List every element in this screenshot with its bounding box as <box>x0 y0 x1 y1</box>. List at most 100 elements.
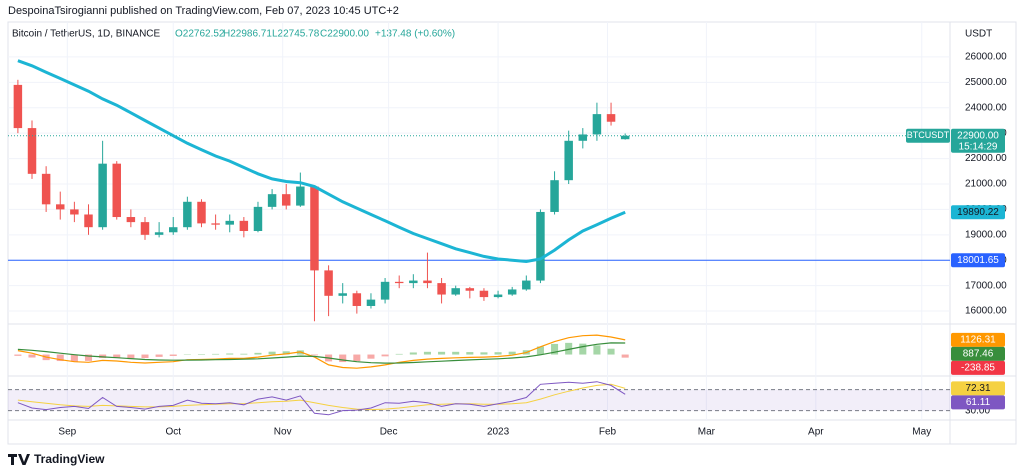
candle-body <box>126 217 136 223</box>
histogram-bar <box>395 353 403 355</box>
x-tick-label: 2023 <box>487 427 510 438</box>
histogram-bar <box>127 354 135 359</box>
histogram-bar <box>268 351 276 355</box>
moving-average <box>17 59 626 264</box>
histogram-bar <box>113 354 121 358</box>
candle-body <box>225 220 234 225</box>
candle-body <box>352 293 362 306</box>
macd-line <box>17 342 626 364</box>
histogram-bar <box>438 351 446 355</box>
histogram-bar <box>84 354 93 361</box>
candle-body <box>84 214 93 228</box>
brand: TradingView <box>34 452 105 466</box>
candle-body <box>338 293 347 296</box>
candle-body <box>211 223 220 225</box>
hline-label: 18001.65 <box>957 255 999 266</box>
candle-body <box>522 280 531 290</box>
candle-body <box>620 135 630 140</box>
y-tick-label: 25000.00 <box>965 77 1007 88</box>
symbol: Bitcoin / TetherUS, 1D, BINANCE <box>12 29 161 40</box>
histogram-bar <box>212 353 220 355</box>
rsi-label: 61.11 <box>966 397 991 408</box>
hline-label-bg <box>951 253 1005 268</box>
histogram-bar <box>494 352 502 355</box>
macd-label-bg <box>951 346 1005 361</box>
histogram-bar <box>466 352 474 355</box>
candle-body <box>380 281 390 300</box>
macd-label: -238.85 <box>961 363 995 374</box>
candle-body <box>507 289 517 295</box>
candle-body <box>451 288 460 295</box>
candle-body <box>606 114 616 122</box>
macd-label: 887.46 <box>963 349 994 360</box>
y-tick-label: 22000.00 <box>965 153 1007 164</box>
ma-label: 19890.22 <box>957 207 999 218</box>
y-tick-label: 26000.00 <box>965 52 1007 63</box>
candle-body <box>253 206 263 232</box>
histogram-bar <box>155 354 163 357</box>
x-tick-label: Mar <box>698 427 716 438</box>
histogram-bar <box>70 354 78 362</box>
symbol-bg <box>906 128 950 143</box>
candle-body <box>183 201 192 228</box>
y-tick-label: 19000.00 <box>965 229 1007 240</box>
rsi-label-bg <box>951 381 1005 396</box>
x-tick-label: Sep <box>58 427 76 438</box>
macd-label-bg <box>951 332 1005 347</box>
histogram-bar <box>452 351 460 355</box>
rsi-line <box>17 381 626 416</box>
logo-mark <box>8 454 30 465</box>
y-tick-label: 21000.00 <box>965 179 1007 190</box>
candle-body <box>578 134 588 141</box>
candle-body <box>423 280 432 284</box>
histogram-bar <box>240 353 248 355</box>
rsi-line <box>17 383 626 411</box>
candle-body <box>409 280 418 284</box>
histogram-bar <box>310 354 318 356</box>
histogram-bar <box>508 351 516 355</box>
histogram-bar <box>28 354 36 358</box>
last-price-bg <box>951 128 1005 153</box>
histogram-bar <box>579 343 587 355</box>
histogram-bar <box>254 352 262 355</box>
x-tick-label: Dec <box>380 427 398 438</box>
logo[interactable]: TradingView <box>8 452 105 466</box>
candle-body <box>296 186 305 206</box>
macd-label: 1126.31 <box>960 335 996 346</box>
y-tick-label: 16000.00 <box>965 306 1007 317</box>
histogram-bar <box>197 354 206 355</box>
candle-body <box>267 194 277 207</box>
ohlc-close: C22900.00 <box>320 29 369 40</box>
histogram-bar <box>56 354 64 362</box>
candle-body <box>493 294 503 298</box>
candle-body <box>465 288 475 291</box>
x-tick-label: Feb <box>599 427 617 438</box>
x-tick-label: Nov <box>274 427 292 438</box>
histogram-bar <box>480 352 488 355</box>
ma-label-bg <box>951 205 1005 220</box>
candle-body <box>239 220 249 232</box>
histogram-bar <box>565 342 573 355</box>
histogram-bar <box>593 345 601 355</box>
candle-body <box>550 180 559 212</box>
x-tick-label: May <box>912 427 931 438</box>
histogram-bar <box>381 354 389 357</box>
rsi-band <box>8 389 950 411</box>
histogram-bar <box>536 346 544 355</box>
ohlc-low: L22745.78 <box>272 29 320 40</box>
candle-body <box>324 270 333 296</box>
symbol-label: BTCUSDT <box>907 130 950 140</box>
histogram-bar <box>409 352 417 355</box>
candle-body <box>437 283 446 295</box>
candle-body <box>169 227 178 233</box>
candle-body <box>197 201 206 224</box>
candle-body <box>98 163 107 228</box>
candle-body <box>41 173 51 205</box>
candle-body <box>154 232 164 235</box>
histogram-bar <box>621 354 629 358</box>
candle-body <box>281 194 291 206</box>
candle-body <box>56 204 65 210</box>
histogram-bar <box>367 354 375 359</box>
